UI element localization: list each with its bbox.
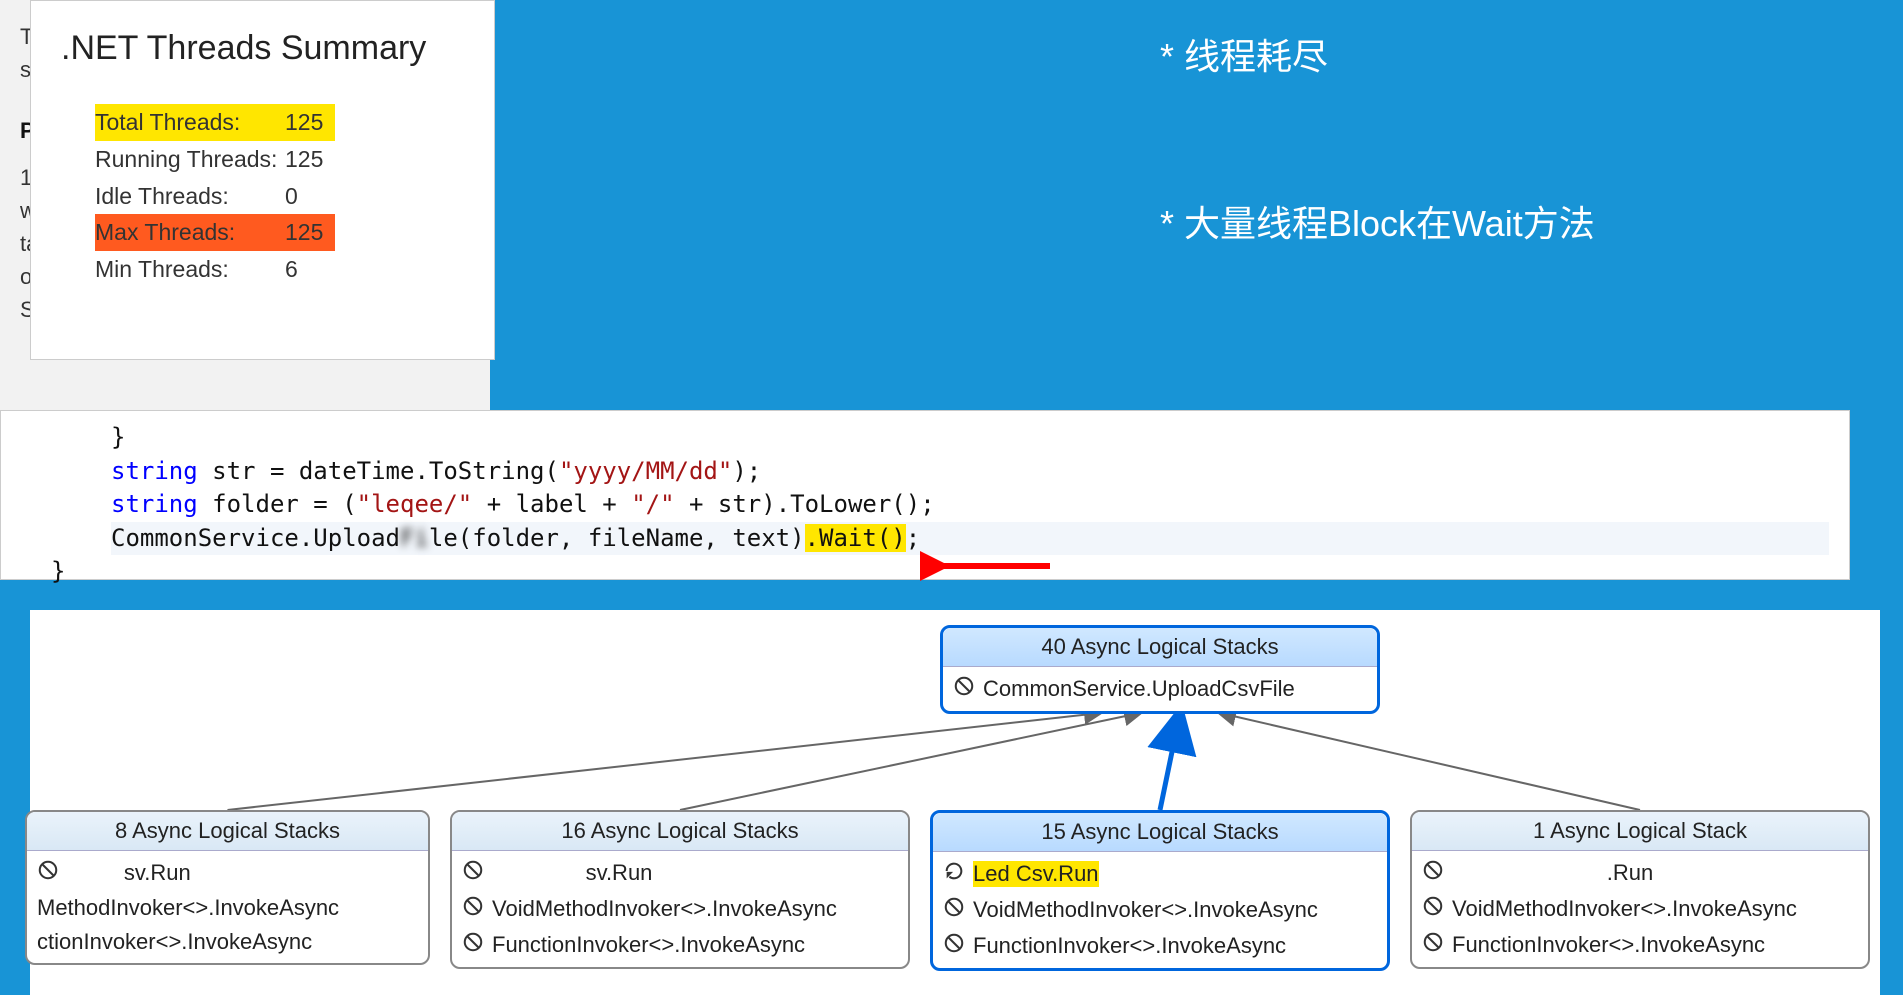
- stack-line: sv.Run: [462, 855, 898, 891]
- code-text: + label +: [472, 490, 631, 518]
- thread-value: 125: [285, 214, 335, 251]
- stack-line: FunctionInvoker<>.InvokeAsync: [943, 928, 1377, 964]
- thread-label: Min Threads:: [95, 251, 285, 288]
- thread-row: Max Threads:125: [95, 214, 464, 251]
- code-text: str = dateTime.ToString(: [198, 457, 559, 485]
- code-text: folder = (: [198, 490, 357, 518]
- thread-row: Min Threads:6: [95, 251, 464, 288]
- stack-body: sv.Run MethodInvoker<>.InvokeAsync ctionIn…: [27, 851, 428, 963]
- annotation-block-wait: * 大量线程Block在Wait方法: [1160, 195, 1595, 247]
- ban-icon: [1422, 859, 1444, 887]
- stack-line: VoidMethodInvoker<>.InvokeAsync: [462, 891, 898, 927]
- thread-value: 125: [285, 141, 335, 178]
- thread-value: 0: [285, 178, 335, 215]
- thread-row: Total Threads:125: [95, 104, 464, 141]
- thread-value: 6: [285, 251, 335, 288]
- ban-icon: [1422, 931, 1444, 959]
- code-string: "leqee/": [357, 490, 473, 518]
- ban-icon: [1422, 895, 1444, 923]
- stack-line-text: VoidMethodInvoker<>.InvokeAsync: [1452, 896, 1797, 922]
- stack-line: CommonService.UploadCsvFile: [953, 671, 1367, 707]
- thread-label: Running Threads:: [95, 141, 285, 178]
- stack-header: 1 Async Logical Stack: [1412, 812, 1868, 851]
- ban-icon: [943, 896, 965, 924]
- stack-line-text: FunctionInvoker<>.InvokeAsync: [973, 933, 1286, 959]
- ban-icon: [462, 895, 484, 923]
- code-kw: string: [111, 457, 198, 485]
- stack-header: 16 Async Logical Stacks: [452, 812, 908, 851]
- code-blurred: Fi: [400, 522, 429, 556]
- stack-header: 40 Async Logical Stacks: [943, 628, 1377, 667]
- thread-row: Idle Threads:0: [95, 178, 464, 215]
- stack-line: MethodInvoker<>.InvokeAsync: [37, 891, 418, 925]
- stack-node[interactable]: 16 Async Logical Stacks sv.Run VoidMethod…: [450, 810, 910, 969]
- stack-body: sv.Run VoidMethodInvoker<>.InvokeAsync Fun…: [452, 851, 908, 967]
- ban-icon: [953, 675, 975, 703]
- stack-line: Led Csv.Run: [943, 856, 1377, 892]
- stack-line: FunctionInvoker<>.InvokeAsync: [1422, 927, 1858, 963]
- stack-line: FunctionInvoker<>.InvokeAsync: [462, 927, 898, 963]
- stack-body: .Run VoidMethodInvoker<>.InvokeAsync Funct…: [1412, 851, 1868, 967]
- code-string: "yyyy/MM/dd": [559, 457, 732, 485]
- stack-line-text: VoidMethodInvoker<>.InvokeAsync: [973, 897, 1318, 923]
- ban-icon: [943, 932, 965, 960]
- threads-table: Total Threads:125Running Threads:125Idle…: [95, 104, 464, 288]
- stack-body: Led Csv.Run VoidMethodInvoker<>.InvokeAsy…: [933, 852, 1387, 968]
- stack-line-text: sv.Run: [124, 860, 191, 886]
- stack-line: ctionInvoker<>.InvokeAsync: [37, 925, 418, 959]
- code-kw: string: [111, 490, 198, 518]
- ban-icon: [462, 931, 484, 959]
- thread-label: Total Threads:: [95, 104, 285, 141]
- stack-node[interactable]: 40 Async Logical Stacks CommonService.Upl…: [940, 625, 1380, 714]
- stack-line: sv.Run: [37, 855, 418, 891]
- stack-node[interactable]: 1 Async Logical Stack .Run VoidMethodInvo…: [1410, 810, 1870, 969]
- blurred-text: [67, 860, 116, 886]
- thread-value: 125: [285, 104, 335, 141]
- stack-line: .Run: [1422, 855, 1858, 891]
- code-snippet: } string str = dateTime.ToString("yyyy/M…: [0, 410, 1850, 580]
- stack-line-text: VoidMethodInvoker<>.InvokeAsync: [492, 896, 837, 922]
- stack-line-text: FunctionInvoker<>.InvokeAsync: [1452, 932, 1765, 958]
- code-text: ;: [906, 524, 920, 552]
- code-text: CommonService.Upload: [111, 524, 400, 552]
- code-text: );: [732, 457, 761, 485]
- annotation-thread-exhaustion: * 线程耗尽: [1160, 28, 1328, 80]
- code-highlight-wait: .Wait(): [805, 524, 906, 552]
- stack-line-text: .Run: [1607, 860, 1653, 886]
- stack-line-text: FunctionInvoker<>.InvokeAsync: [492, 932, 805, 958]
- stack-line: VoidMethodInvoker<>.InvokeAsync: [1422, 891, 1858, 927]
- stack-header: 8 Async Logical Stacks: [27, 812, 428, 851]
- blurred-text: [492, 860, 578, 886]
- stack-header: 15 Async Logical Stacks: [933, 813, 1387, 852]
- stack-line: VoidMethodInvoker<>.InvokeAsync: [943, 892, 1377, 928]
- stack-body: CommonService.UploadCsvFile: [943, 667, 1377, 711]
- threads-summary-title: .NET Threads Summary: [61, 29, 464, 68]
- stack-line-text: ctionInvoker<>.InvokeAsync: [37, 929, 312, 955]
- ban-icon: [462, 859, 484, 887]
- ban-icon: [37, 859, 59, 887]
- code-brace: }: [111, 423, 125, 451]
- code-string: "/": [631, 490, 674, 518]
- refresh-icon: [943, 860, 965, 888]
- code-text: + str).ToLower();: [675, 490, 935, 518]
- stack-line-text: MethodInvoker<>.InvokeAsync: [37, 895, 339, 921]
- stack-node[interactable]: 8 Async Logical Stacks sv.Run MethodInvok…: [25, 810, 430, 965]
- thread-label: Idle Threads:: [95, 178, 285, 215]
- thread-row: Running Threads:125: [95, 141, 464, 178]
- code-brace: }: [51, 557, 65, 585]
- stack-line-text: CommonService.UploadCsvFile: [983, 676, 1295, 702]
- stack-node[interactable]: 15 Async Logical Stacks Led Csv.Run VoidMe…: [930, 810, 1390, 971]
- blurred-text: [1452, 860, 1599, 886]
- stack-line-text: sv.Run: [586, 860, 653, 886]
- async-stacks-diagram: 40 Async Logical Stacks CommonService.Upl…: [30, 610, 1880, 995]
- thread-label: Max Threads:: [95, 214, 285, 251]
- stack-line-text: Led Csv.Run: [973, 861, 1099, 887]
- code-text: le(folder, fileName, text): [429, 524, 805, 552]
- threads-summary-panel: .NET Threads Summary Total Threads:125Ru…: [30, 0, 495, 360]
